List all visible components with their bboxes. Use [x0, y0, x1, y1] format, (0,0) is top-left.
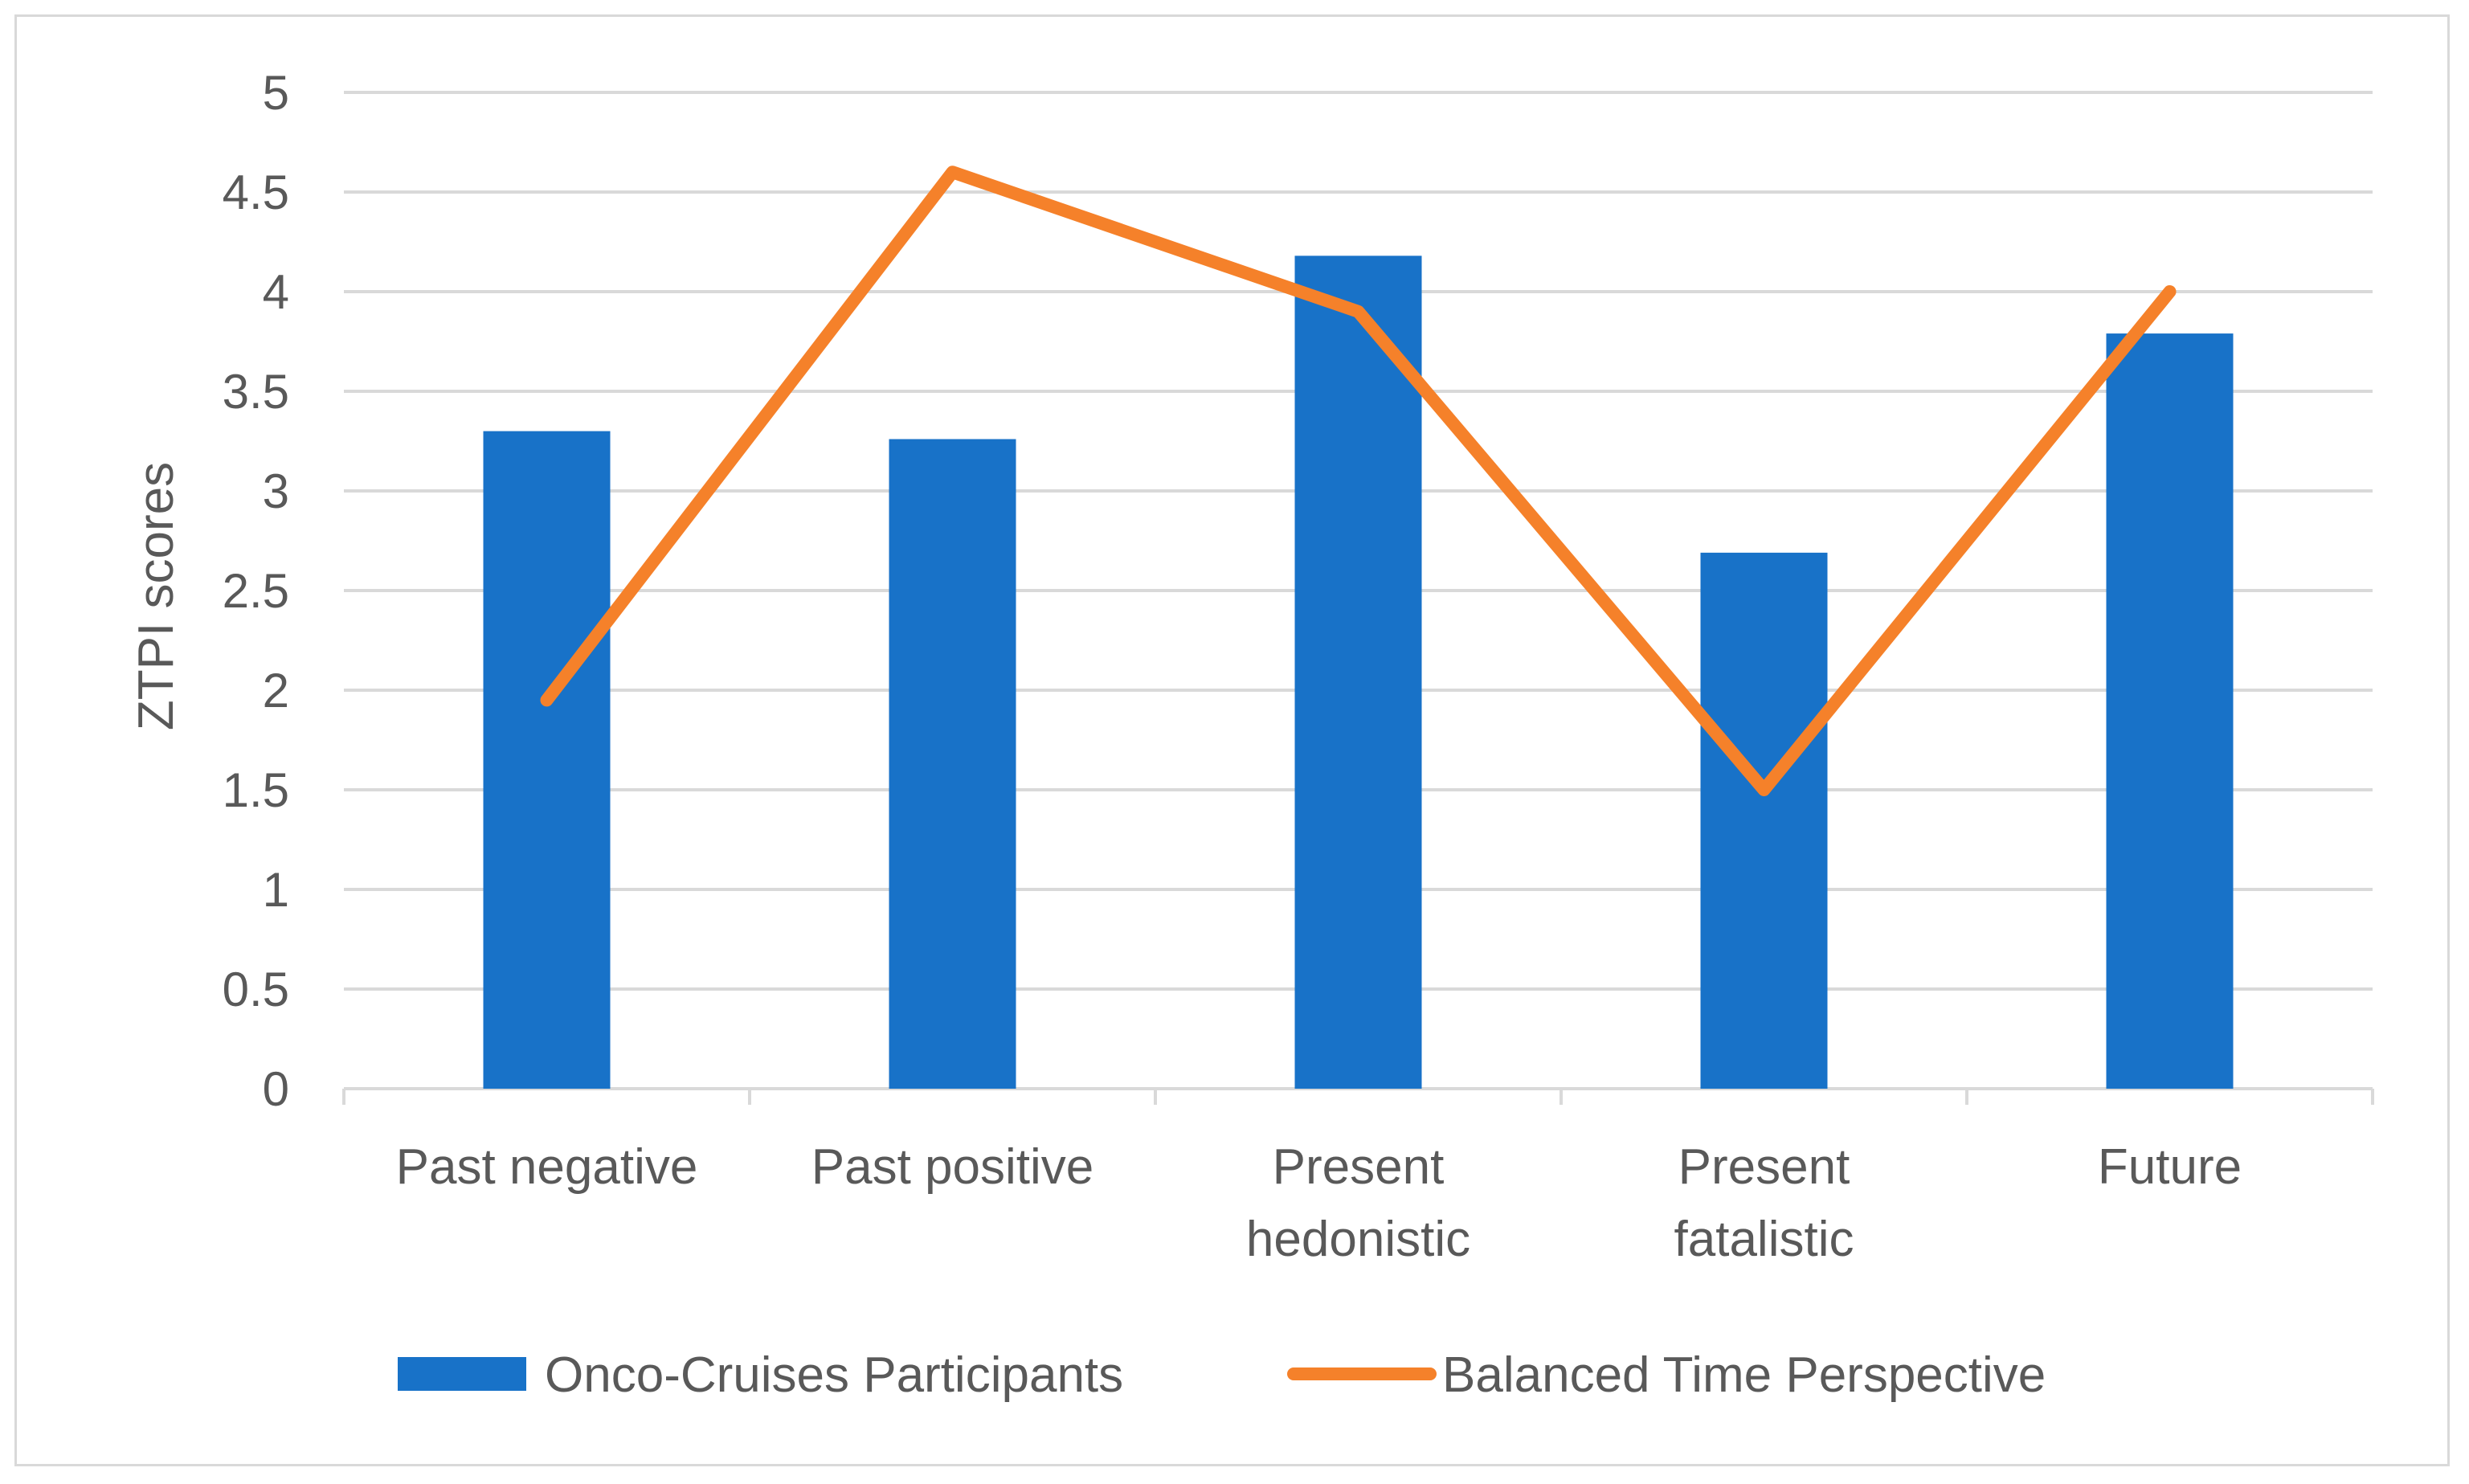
y-tick-label: 0.5: [223, 963, 289, 1016]
bar: [1294, 256, 1422, 1089]
legend-label-bars: Onco-Cruises Participants: [545, 1347, 1123, 1403]
legend-swatch-bar: [398, 1357, 526, 1391]
x-category-label-line: Past negative: [396, 1139, 698, 1195]
y-tick-label: 4.5: [223, 166, 289, 219]
chart-frame: [14, 14, 2450, 1466]
y-tick-label: 0: [263, 1062, 289, 1116]
x-category-label-line: fatalistic: [1674, 1212, 1854, 1267]
bar-series: [483, 256, 2234, 1089]
x-category-label-line: Past positive: [811, 1139, 1094, 1195]
legend-label-line: Balanced Time Perspective: [1442, 1347, 2046, 1403]
y-tick-label: 2.5: [223, 564, 289, 618]
x-category-label-line: hedonistic: [1246, 1212, 1470, 1267]
x-category-label-line: Future: [2098, 1139, 2242, 1195]
category-labels: Past negative Past positive Present hedonis…: [396, 1139, 2242, 1267]
bar: [483, 431, 611, 1089]
y-tick-label: 2: [263, 664, 289, 717]
x-category-label: Past negative: [396, 1139, 698, 1195]
y-tick-label: 1: [263, 863, 289, 917]
x-category-label-line: Present: [1678, 1139, 1850, 1195]
legend-item-line: Balanced Time Perspective: [1287, 1347, 2046, 1403]
gridlines: [344, 91, 2373, 991]
x-category-label: Future: [2098, 1139, 2242, 1195]
y-axis-title: ZTPI scores: [129, 462, 184, 730]
bar: [2106, 333, 2234, 1089]
legend: Onco-Cruises Participants Balanced Time P…: [398, 1347, 2046, 1403]
x-axis: [342, 1087, 2374, 1105]
bar: [889, 439, 1016, 1089]
x-category-label: Present fatalistic: [1674, 1139, 1854, 1267]
y-axis-ticks: 0 0.5 1 1.5 2 2.5 3 3.5 4 4.5 5: [223, 66, 289, 1116]
line-series: [540, 166, 2177, 796]
legend-item-bars: Onco-Cruises Participants: [398, 1347, 1123, 1403]
y-tick-label: 3: [263, 464, 289, 518]
y-tick-label: 4: [263, 265, 289, 319]
y-tick-label: 3.5: [223, 365, 289, 419]
x-category-label: Past positive: [811, 1139, 1094, 1195]
bar: [1700, 552, 1828, 1089]
x-category-label-line: Present: [1273, 1139, 1445, 1195]
x-category-label: Present hedonistic: [1246, 1139, 1470, 1267]
y-tick-label: 5: [263, 66, 289, 120]
y-tick-label: 1.5: [223, 763, 289, 817]
